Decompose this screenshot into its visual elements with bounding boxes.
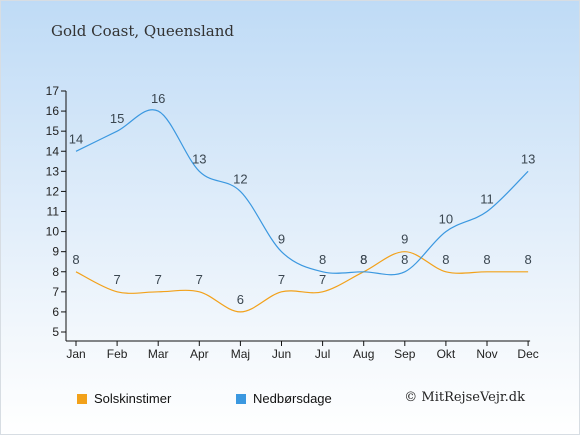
legend-item-rain: Nedbørsdage bbox=[236, 391, 332, 406]
x-tick-label: Feb bbox=[107, 347, 128, 361]
data-label-sun: 7 bbox=[196, 272, 203, 287]
data-label-sun: 8 bbox=[483, 252, 490, 267]
y-tick-label: 12 bbox=[46, 184, 60, 198]
y-tick-label: 14 bbox=[46, 144, 60, 158]
legend-swatch-sun bbox=[77, 393, 87, 404]
data-label-sun: 7 bbox=[319, 272, 326, 287]
data-label-rain: 13 bbox=[521, 151, 535, 166]
data-label-rain: 9 bbox=[278, 232, 285, 247]
legend-swatch-rain bbox=[236, 393, 246, 404]
legend-label-rain: Nedbørsdage bbox=[253, 391, 332, 406]
data-label-rain: 11 bbox=[480, 192, 494, 207]
x-tick-label: Dec bbox=[517, 347, 538, 361]
data-label-rain: 13 bbox=[192, 151, 206, 166]
y-tick-label: 16 bbox=[46, 104, 60, 118]
y-tick-label: 15 bbox=[46, 124, 60, 138]
data-label-sun: 9 bbox=[401, 232, 408, 247]
legend-label-sun: Solskinstimer bbox=[94, 391, 172, 406]
data-label-rain: 8 bbox=[401, 252, 408, 267]
data-label-rain: 12 bbox=[233, 171, 247, 186]
data-label-rain: 14 bbox=[69, 131, 83, 146]
y-tick-label: 8 bbox=[52, 265, 59, 279]
series-line-sun bbox=[75, 251, 529, 313]
data-label-sun: 8 bbox=[72, 252, 79, 267]
y-tick-label: 6 bbox=[52, 305, 59, 319]
x-tick-label: Jun bbox=[272, 347, 291, 361]
data-label-sun: 7 bbox=[278, 272, 285, 287]
x-tick-label: Mar bbox=[148, 347, 169, 361]
data-label-sun: 8 bbox=[442, 252, 449, 267]
y-tick-label: 5 bbox=[52, 325, 59, 339]
x-tick-label: Jan bbox=[66, 347, 85, 361]
data-label-rain: 8 bbox=[360, 252, 367, 267]
y-tick-label: 9 bbox=[52, 245, 59, 259]
x-tick-label: Maj bbox=[231, 347, 250, 361]
legend-item-sun: Solskinstimer bbox=[77, 391, 171, 406]
y-tick-label: 11 bbox=[47, 205, 60, 219]
x-tick-label: Sep bbox=[394, 347, 416, 361]
series-line-rain bbox=[75, 109, 529, 276]
series-lines bbox=[75, 109, 529, 313]
x-tick-label: Okt bbox=[437, 347, 456, 361]
x-tick-label: Apr bbox=[190, 347, 209, 361]
data-label-rain: 10 bbox=[439, 212, 453, 227]
y-tick-label: 17 bbox=[46, 84, 60, 98]
data-label-sun: 8 bbox=[524, 252, 531, 267]
y-tick-label: 13 bbox=[46, 164, 60, 178]
x-tick-label: Jul bbox=[315, 347, 330, 361]
data-label-sun: 6 bbox=[237, 292, 244, 307]
data-label-sun: 8 bbox=[360, 252, 367, 267]
data-label-rain: 8 bbox=[319, 252, 326, 267]
data-label-sun: 7 bbox=[155, 272, 162, 287]
data-label-rain: 16 bbox=[151, 91, 165, 106]
x-tick-label: Aug bbox=[353, 347, 374, 361]
chart-title: Gold Coast, Queensland bbox=[51, 22, 234, 40]
y-tick-label: 7 bbox=[52, 285, 59, 299]
x-tick-label: Nov bbox=[476, 347, 497, 361]
copyright-text: © MitRejseVejr.dk bbox=[404, 390, 525, 405]
data-label-rain: 15 bbox=[110, 111, 124, 126]
y-tick-label: 10 bbox=[46, 225, 60, 239]
data-label-sun: 7 bbox=[113, 272, 120, 287]
